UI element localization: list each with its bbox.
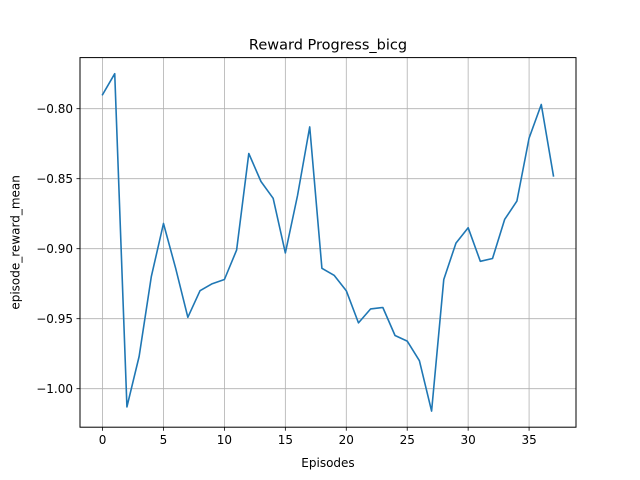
x-axis-label: Episodes (301, 456, 354, 470)
axis-ticks: 0 5 10 15 20 25 30 35 −1.00 −0.95 −0.90 −0.85 −0.80 (36, 102, 537, 447)
reward-line (101, 72, 555, 412)
y-tick-label: −1.00 (36, 382, 73, 396)
x-tick-label: 30 (461, 433, 476, 447)
x-tick-label: 25 (400, 433, 415, 447)
x-tick-label: 20 (339, 433, 354, 447)
x-tick-label: 0 (99, 433, 107, 447)
x-tick-label: 5 (160, 433, 168, 447)
x-tick-label: 10 (217, 433, 232, 447)
y-tick-label: −0.95 (36, 312, 73, 326)
y-axis-label: episode_reward_mean (9, 175, 23, 310)
y-tick-label: −0.80 (36, 102, 73, 116)
chart-title: Reward Progress_bicg (249, 38, 407, 54)
data-series (101, 72, 555, 412)
plot-frame (79, 57, 577, 428)
y-tick-label: −0.90 (36, 242, 73, 256)
y-tick-label: −0.85 (36, 172, 73, 186)
x-tick-label: 35 (521, 433, 536, 447)
x-tick-label: 15 (278, 433, 293, 447)
grid-lines (80, 57, 576, 428)
